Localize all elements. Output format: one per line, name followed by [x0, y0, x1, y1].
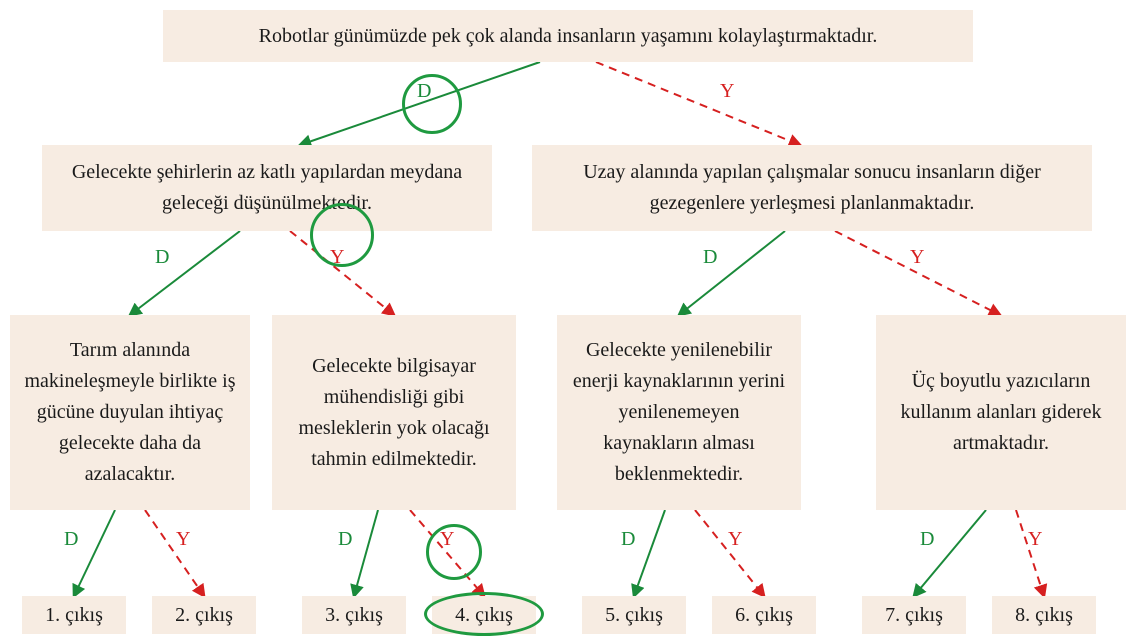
- edge-line: [634, 510, 665, 596]
- node-l2a: Gelecekte şehirlerin az katlı yapılardan…: [42, 145, 492, 231]
- edge-label-d: D: [338, 528, 352, 551]
- node-text: Uzay alanında yapılan çalışmalar sonucu …: [546, 157, 1078, 219]
- edge-line: [679, 231, 785, 315]
- highlight-circle: [426, 524, 482, 580]
- edge-label-d: D: [920, 528, 934, 551]
- node-l3c: Gelecekte yenilenebilir enerji kaynaklar…: [557, 315, 801, 510]
- edge-label-y: Y: [720, 80, 734, 103]
- node-text: 8. çıkış: [1015, 600, 1073, 631]
- edge-line: [835, 231, 1000, 315]
- edge-label-d: D: [703, 246, 717, 269]
- decision-tree-diagram: Robotlar günümüzde pek çok alanda insanl…: [0, 0, 1135, 644]
- highlight-circle: [424, 592, 544, 636]
- edge-line: [74, 510, 115, 596]
- node-e1: 1. çıkış: [22, 596, 126, 634]
- node-text: Gelecekte yenilenebilir enerji kaynaklar…: [571, 335, 787, 490]
- node-text: Gelecekte şehirlerin az katlı yapılardan…: [56, 157, 478, 219]
- edge-label-y: Y: [1028, 528, 1042, 551]
- node-text: 1. çıkış: [45, 600, 103, 631]
- node-l3b: Gelecekte bilgisayar mühendisliği gibi m…: [272, 315, 516, 510]
- highlight-circle: [402, 74, 462, 134]
- node-text: Gelecekte bilgisayar mühendisliği gibi m…: [286, 351, 502, 475]
- node-e3: 3. çıkış: [302, 596, 406, 634]
- edge-line: [914, 510, 986, 596]
- edge-line: [354, 510, 378, 596]
- edge-line: [145, 510, 204, 596]
- node-text: Tarım alanında makineleşmeyle birlikte i…: [24, 335, 236, 490]
- node-text: 6. çıkış: [735, 600, 793, 631]
- node-text: Robotlar günümüzde pek çok alanda insanl…: [259, 21, 878, 52]
- edge-line: [695, 510, 764, 596]
- node-l3d: Üç boyutlu yazıcıların kullanım alanları…: [876, 315, 1126, 510]
- edge-label-y: Y: [910, 246, 924, 269]
- node-e6: 6. çıkış: [712, 596, 816, 634]
- edge-label-y: Y: [728, 528, 742, 551]
- node-l2b: Uzay alanında yapılan çalışmalar sonucu …: [532, 145, 1092, 231]
- highlight-circle: [310, 203, 374, 267]
- node-root: Robotlar günümüzde pek çok alanda insanl…: [163, 10, 973, 62]
- edge-label-d: D: [621, 528, 635, 551]
- node-e2: 2. çıkış: [152, 596, 256, 634]
- node-e5: 5. çıkış: [582, 596, 686, 634]
- node-text: 5. çıkış: [605, 600, 663, 631]
- node-text: Üç boyutlu yazıcıların kullanım alanları…: [890, 366, 1112, 459]
- node-e7: 7. çıkış: [862, 596, 966, 634]
- edge-line: [596, 62, 800, 145]
- node-text: 7. çıkış: [885, 600, 943, 631]
- node-l3a: Tarım alanında makineleşmeyle birlikte i…: [10, 315, 250, 510]
- edge-line: [1016, 510, 1044, 596]
- edge-label-d: D: [155, 246, 169, 269]
- node-text: 3. çıkış: [325, 600, 383, 631]
- edge-line: [130, 231, 240, 315]
- node-text: 2. çıkış: [175, 600, 233, 631]
- node-e8: 8. çıkış: [992, 596, 1096, 634]
- edge-label-d: D: [64, 528, 78, 551]
- edge-label-y: Y: [176, 528, 190, 551]
